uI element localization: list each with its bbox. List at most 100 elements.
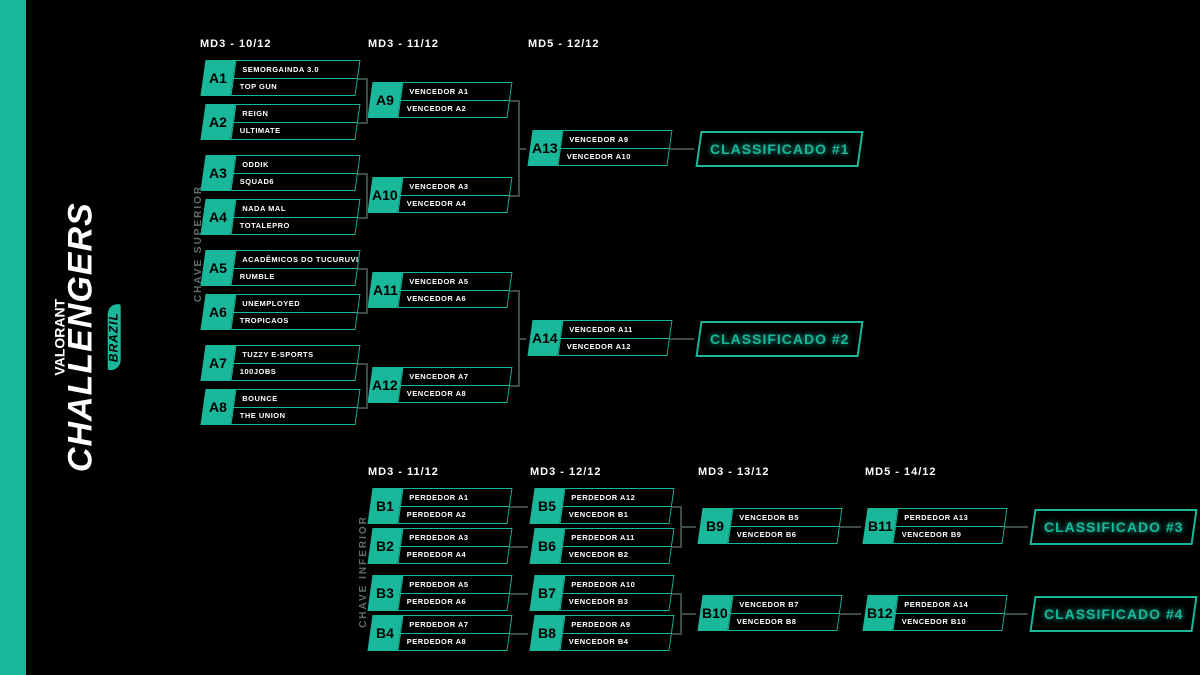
match-B6: B6 PERDEDOR A11 VENCEDOR B2 — [532, 528, 672, 564]
match-team-1: VENCEDOR A3 — [400, 177, 512, 195]
match-B11: B11 PERDEDOR A13 VENCEDOR B9 — [865, 508, 1005, 544]
match-team-1: BOUNCE — [233, 389, 360, 407]
match-A12: A12 VENCEDOR A7 VENCEDOR A8 — [370, 367, 510, 403]
match-team-2: VENCEDOR A10 — [557, 148, 670, 167]
connector — [358, 312, 366, 314]
connector — [680, 526, 696, 528]
match-B12: B12 PERDEDOR A14 VENCEDOR B10 — [865, 595, 1005, 631]
match-A5: A5 ACADÊMICOS DO TUCURUVI RUMBLE — [203, 250, 358, 286]
logo-region: BRAZIL — [108, 305, 121, 371]
qualified-slot: CLASSIFICADO #3 — [1029, 509, 1198, 545]
bracket-stage: VALORANT CHALLENGERS BRAZIL MD3 - 10/12 M… — [0, 0, 1200, 675]
match-A14: A14 VENCEDOR A11 VENCEDOR A12 — [530, 320, 670, 356]
match-A13: A13 VENCEDOR A9 VENCEDOR A10 — [530, 130, 670, 166]
match-team-1: PERDEDOR A10 — [562, 575, 674, 593]
match-A1: A1 SEMORGAINDA 3.0 TOP GUN — [203, 60, 358, 96]
connector — [670, 148, 694, 150]
match-team-2: VENCEDOR B1 — [559, 506, 672, 525]
match-team-2: VENCEDOR B6 — [727, 526, 840, 545]
connector — [366, 78, 368, 124]
match-team-1: VENCEDOR A9 — [560, 130, 672, 148]
match-B9: B9 VENCEDOR B5 VENCEDOR B6 — [700, 508, 840, 544]
match-team-1: NADA MAL — [233, 199, 360, 217]
match-team-2: VENCEDOR A4 — [397, 195, 510, 214]
qualified-slot: CLASSIFICADO #4 — [1029, 596, 1198, 632]
qualified-slot: CLASSIFICADO #2 — [695, 321, 864, 357]
connector — [672, 546, 680, 548]
round-header: MD3 - 13/12 — [698, 466, 770, 478]
connector — [1005, 613, 1028, 615]
match-team-2: RUMBLE — [230, 268, 358, 287]
match-A9: A9 VENCEDOR A1 VENCEDOR A2 — [370, 82, 510, 118]
match-team-2: VENCEDOR A2 — [397, 100, 510, 119]
connector — [366, 173, 368, 219]
connector — [510, 593, 528, 595]
connector — [510, 290, 518, 292]
connector — [358, 122, 366, 124]
match-team-2: THE UNION — [230, 407, 358, 426]
connector — [670, 338, 694, 340]
match-team-2: VENCEDOR B10 — [892, 613, 1005, 632]
match-team-1: PERDEDOR A7 — [400, 615, 512, 633]
match-team-2: ULTIMATE — [230, 122, 358, 141]
match-B5: B5 PERDEDOR A12 VENCEDOR B1 — [532, 488, 672, 524]
match-team-1: PERDEDOR A1 — [400, 488, 512, 506]
accent-sidebar — [0, 0, 26, 675]
connector — [358, 78, 366, 80]
match-team-2: VENCEDOR B4 — [559, 633, 672, 652]
match-team-2: VENCEDOR A6 — [397, 290, 510, 309]
match-team-2: PERDEDOR A6 — [397, 593, 510, 612]
connector — [680, 613, 696, 615]
match-team-1: UNEMPLOYED — [233, 294, 360, 312]
connector — [358, 173, 366, 175]
connector — [672, 506, 680, 508]
round-header: MD3 - 10/12 — [200, 38, 272, 50]
match-A8: A8 BOUNCE THE UNION — [203, 389, 358, 425]
match-B7: B7 PERDEDOR A10 VENCEDOR B3 — [532, 575, 672, 611]
match-team-1: PERDEDOR A3 — [400, 528, 512, 546]
match-team-2: 100JOBS — [230, 363, 358, 382]
match-team-1: PERDEDOR A9 — [562, 615, 674, 633]
match-team-1: PERDEDOR A14 — [895, 595, 1007, 613]
match-team-2: VENCEDOR B9 — [892, 526, 1005, 545]
connector — [672, 633, 680, 635]
match-team-2: PERDEDOR A4 — [397, 546, 510, 565]
match-team-1: ACADÊMICOS DO TUCURUVI — [233, 250, 360, 268]
match-team-2: VENCEDOR B2 — [559, 546, 672, 565]
match-team-1: VENCEDOR B7 — [730, 595, 842, 613]
match-A11: A11 VENCEDOR A5 VENCEDOR A6 — [370, 272, 510, 308]
match-team-2: TOP GUN — [230, 78, 358, 97]
match-team-1: PERDEDOR A12 — [562, 488, 674, 506]
match-team-2: PERDEDOR A2 — [397, 506, 510, 525]
connector — [1005, 526, 1028, 528]
match-team-1: VENCEDOR A5 — [400, 272, 512, 290]
match-A2: A2 REIGN ULTIMATE — [203, 104, 358, 140]
match-team-1: SEMORGAINDA 3.0 — [233, 60, 360, 78]
connector — [518, 148, 526, 150]
connector — [518, 338, 526, 340]
match-A6: A6 UNEMPLOYED TROPICAOS — [203, 294, 358, 330]
connector — [366, 268, 368, 314]
match-team-1: PERDEDOR A13 — [895, 508, 1007, 526]
match-B2: B2 PERDEDOR A3 PERDEDOR A4 — [370, 528, 510, 564]
match-team-1: VENCEDOR A7 — [400, 367, 512, 385]
match-team-2: VENCEDOR B8 — [727, 613, 840, 632]
match-B3: B3 PERDEDOR A5 PERDEDOR A6 — [370, 575, 510, 611]
connector — [510, 506, 528, 508]
connector — [358, 407, 366, 409]
match-team-1: VENCEDOR A1 — [400, 82, 512, 100]
match-team-2: PERDEDOR A8 — [397, 633, 510, 652]
event-logo: VALORANT CHALLENGERS BRAZIL — [33, 0, 129, 675]
match-B8: B8 PERDEDOR A9 VENCEDOR B4 — [532, 615, 672, 651]
connector — [358, 217, 366, 219]
match-team-1: VENCEDOR A11 — [560, 320, 672, 338]
connector — [358, 268, 366, 270]
match-team-1: TUZZY E-SPORTS — [233, 345, 360, 363]
round-header: MD3 - 11/12 — [368, 466, 439, 478]
logo-line-2: CHALLENGERS — [61, 203, 99, 473]
match-team-1: PERDEDOR A5 — [400, 575, 512, 593]
match-A10: A10 VENCEDOR A3 VENCEDOR A4 — [370, 177, 510, 213]
connector — [510, 195, 518, 197]
connector — [672, 593, 680, 595]
connector — [510, 385, 518, 387]
